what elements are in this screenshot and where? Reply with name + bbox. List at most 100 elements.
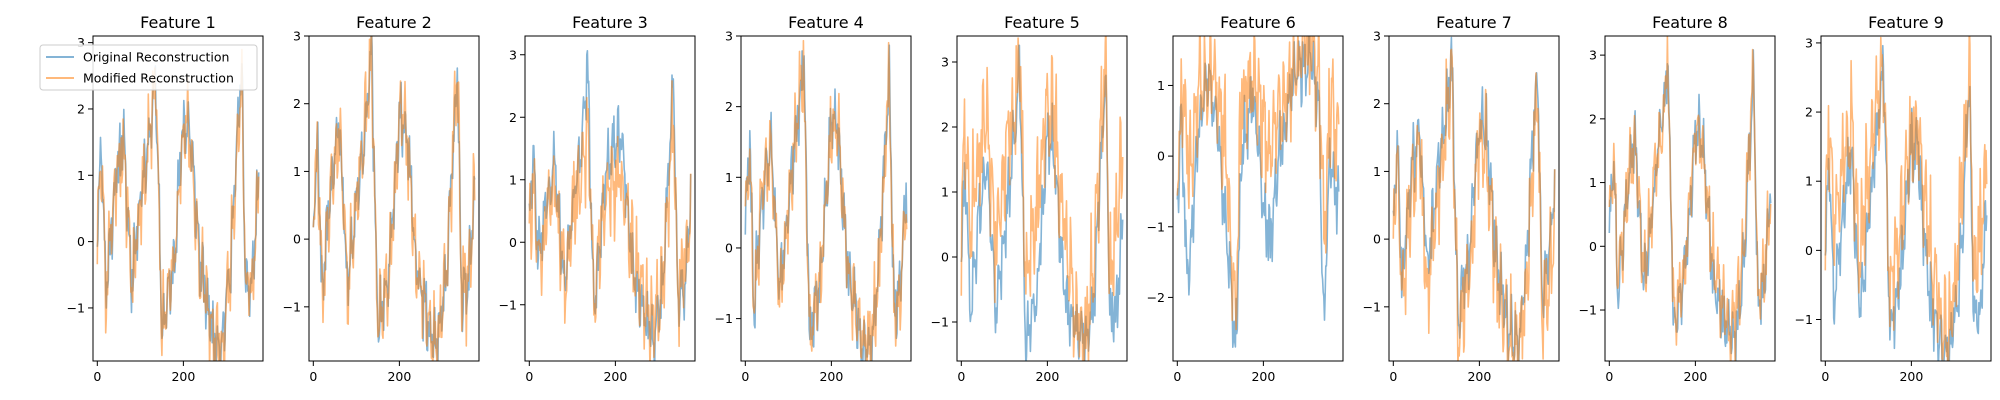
modified-reconstruction-line	[1608, 36, 1772, 361]
y-tick-label: −1	[283, 299, 301, 314]
x-tick-label: 0	[525, 369, 533, 384]
modified-reconstruction-line	[960, 36, 1124, 361]
panel-6: Feature 6 0 200 −2 −1 0 1	[1147, 13, 1344, 384]
x-tick-label: 200	[1251, 369, 1275, 384]
x-tick-label: 0	[93, 369, 101, 384]
panel-title: Feature 9	[1868, 13, 1944, 32]
series-group	[744, 39, 908, 361]
x-tick-label: 200	[387, 369, 411, 384]
y-tick-label: 2	[1373, 96, 1381, 111]
y-tick-label: −1	[715, 311, 733, 326]
y-tick-label: 1	[725, 170, 733, 185]
y-tick-label: 3	[77, 35, 85, 50]
legend: Original Reconstruction Modified Reconst…	[39, 44, 258, 91]
axes-frame	[1388, 35, 1560, 362]
y-tick-label: 1	[1589, 175, 1597, 190]
x-tick-label: 0	[1173, 369, 1181, 384]
panel-4: Feature 4 0 200 −1 0 1 2 3	[715, 13, 912, 384]
y-tick-label: 3	[725, 29, 733, 44]
panel-title: Feature 4	[788, 13, 864, 32]
axes-frame	[92, 35, 264, 362]
series-group	[96, 48, 260, 361]
panel-title: Feature 1	[140, 13, 216, 32]
series-group	[1392, 36, 1556, 361]
x-tick-label: 200	[1899, 369, 1923, 384]
y-tick-label: 1	[1373, 164, 1381, 179]
y-tick-label: 1	[77, 168, 85, 183]
modified-reconstruction-line	[744, 39, 908, 361]
y-tick-label: 0	[77, 234, 85, 249]
axes-frame	[1820, 35, 1992, 362]
series-group	[528, 50, 692, 361]
y-tick-label: 2	[293, 96, 301, 111]
panel-1: Feature 1 0 200 −1 0 1 2 3	[67, 13, 264, 384]
y-tick-label: 3	[1589, 48, 1597, 63]
modified-reconstruction-line	[312, 36, 476, 361]
x-tick-label: 0	[1605, 369, 1613, 384]
original-reconstruction-line	[1392, 36, 1556, 361]
x-tick-label: 200	[819, 369, 843, 384]
x-tick-label: 0	[741, 369, 749, 384]
y-tick-label: 2	[725, 99, 733, 114]
panel-8: Feature 8 0 200 −1 0 1 2 3	[1579, 13, 1776, 384]
axes-frame	[1604, 35, 1776, 362]
y-tick-label: 0	[1373, 232, 1381, 247]
panel-title: Feature 2	[356, 13, 432, 32]
y-tick-label: 1	[1157, 78, 1165, 93]
x-tick-label: 200	[1467, 369, 1491, 384]
y-tick-label: 0	[941, 250, 949, 265]
y-tick-label: −1	[67, 300, 85, 315]
modified-reconstruction-line	[1824, 36, 1988, 361]
y-tick-label: −1	[931, 315, 949, 330]
y-tick-label: 2	[1589, 111, 1597, 126]
legend-frame	[39, 44, 258, 91]
y-tick-label: 2	[941, 120, 949, 135]
y-tick-label: 1	[1805, 174, 1813, 189]
y-tick-label: 0	[1589, 239, 1597, 254]
panel-3: Feature 3 0 200 −1 0 1 2 3	[499, 13, 696, 384]
x-tick-label: 0	[1821, 369, 1829, 384]
y-tick-label: −1	[1147, 219, 1165, 234]
series-group	[1608, 36, 1772, 361]
y-tick-label: −1	[1795, 312, 1813, 327]
y-tick-label: 0	[725, 240, 733, 255]
axes-frame	[740, 35, 912, 362]
series-group	[1176, 36, 1340, 348]
modified-reconstruction-line	[1392, 48, 1556, 361]
y-tick-label: −1	[499, 297, 517, 312]
y-tick-label: 3	[509, 47, 517, 62]
y-tick-label: 3	[1373, 29, 1381, 44]
y-tick-label: 3	[941, 55, 949, 70]
panel-title: Feature 5	[1004, 13, 1080, 32]
panel-2: Feature 2 0 200 −1 0 1 2 3	[283, 13, 480, 384]
modified-reconstruction-line	[1176, 36, 1340, 331]
modified-reconstruction-line	[528, 80, 692, 361]
y-tick-label: 0	[1805, 243, 1813, 258]
y-tick-label: −2	[1147, 290, 1165, 305]
y-tick-label: 0	[293, 232, 301, 247]
panel-7: Feature 7 0 200 −1 0 1 2 3	[1363, 13, 1560, 384]
panel-9: Feature 9 0 200 −1 0 1 2 3	[1795, 13, 1992, 384]
panel-title: Feature 8	[1652, 13, 1728, 32]
y-tick-label: 0	[509, 235, 517, 250]
y-tick-label: −1	[1579, 303, 1597, 318]
original-reconstruction-line	[1824, 44, 1988, 361]
y-tick-label: 1	[293, 164, 301, 179]
legend-label-original: Original Reconstruction	[83, 50, 229, 65]
x-tick-label: 0	[1389, 369, 1397, 384]
x-tick-label: 0	[309, 369, 317, 384]
y-tick-label: 3	[1805, 35, 1813, 50]
y-tick-label: 2	[1805, 105, 1813, 120]
y-tick-label: 3	[293, 29, 301, 44]
x-tick-label: 200	[603, 369, 627, 384]
series-group	[960, 36, 1124, 361]
x-tick-label: 200	[1035, 369, 1059, 384]
y-tick-label: 1	[509, 172, 517, 187]
y-tick-label: 0	[1157, 149, 1165, 164]
x-tick-label: 0	[957, 369, 965, 384]
y-tick-label: 2	[509, 110, 517, 125]
x-tick-label: 200	[171, 369, 195, 384]
axes-frame	[524, 35, 696, 362]
